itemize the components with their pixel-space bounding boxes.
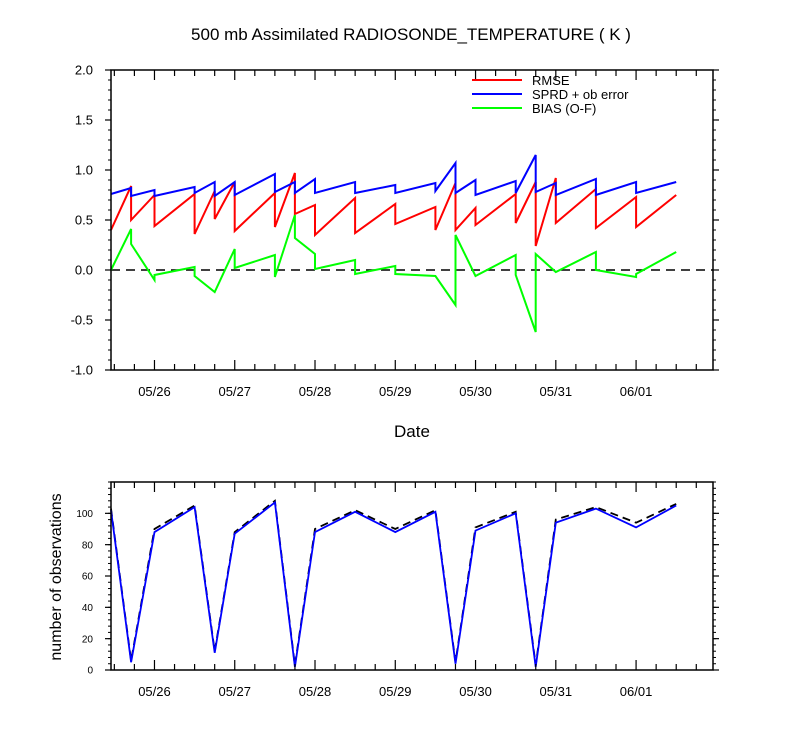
x-tick-label: 05/31 xyxy=(540,384,573,399)
y-tick-label: -0.5 xyxy=(71,313,93,328)
y-axis-label-bottom: number of observations xyxy=(48,493,65,660)
x-tick-label: 05/27 xyxy=(218,684,251,699)
bottom-panel: 05/26 05/27 05/28 05/29 05/30 05/31 06/01 0 20 4… xyxy=(76,481,719,699)
x-tick-label: 05/27 xyxy=(218,384,251,399)
y-tick-label: 60 xyxy=(82,572,94,583)
y-tick-label: 2.0 xyxy=(75,63,93,78)
y-tick-label: 0 xyxy=(87,666,93,677)
x-axis-label: Date xyxy=(394,422,430,441)
x-tick-label: 05/28 xyxy=(299,384,332,399)
x-tick-label: 05/30 xyxy=(459,684,492,699)
x-tick-label: 05/29 xyxy=(379,384,412,399)
legend-label: BIAS (O-F) xyxy=(532,101,596,116)
y-tick-label: 80 xyxy=(82,540,94,551)
series-line-bias-o-f xyxy=(110,214,677,333)
legend-label: SPRD + ob error xyxy=(532,87,629,102)
y-tick-label: 0.5 xyxy=(75,213,93,228)
x-tick-label: 05/26 xyxy=(138,684,171,699)
series-line-dashed-0 xyxy=(110,499,677,666)
series-line-rmse xyxy=(110,172,677,247)
bottom-plot-frame xyxy=(110,481,714,671)
x-tick-label: 06/01 xyxy=(620,384,653,399)
top-panel: 05/26 05/27 05/28 05/29 05/30 05/31 06/01 -1.0… xyxy=(71,63,719,399)
y-tick-label: 1.0 xyxy=(75,163,93,178)
y-tick-label: 0.0 xyxy=(75,263,93,278)
series-line-solid-1 xyxy=(110,500,677,668)
chart-title: 500 mb Assimilated RADIOSONDE_TEMPERATUR… xyxy=(191,25,631,44)
x-tick-label: 05/30 xyxy=(459,384,492,399)
y-tick-label: 40 xyxy=(82,603,94,614)
x-tick-label: 05/31 xyxy=(540,684,573,699)
x-tick-label: 06/01 xyxy=(620,684,653,699)
y-tick-label: 20 xyxy=(82,634,94,645)
series-line-sprd-ob-error xyxy=(110,154,677,198)
x-tick-label: 05/29 xyxy=(379,684,412,699)
legend-label: RMSE xyxy=(532,73,570,88)
y-tick-label: 1.5 xyxy=(75,113,93,128)
x-tick-label: 05/26 xyxy=(138,384,171,399)
x-tick-label: 05/28 xyxy=(299,684,332,699)
y-tick-label: 100 xyxy=(76,509,93,520)
y-tick-label: -1.0 xyxy=(71,363,93,378)
